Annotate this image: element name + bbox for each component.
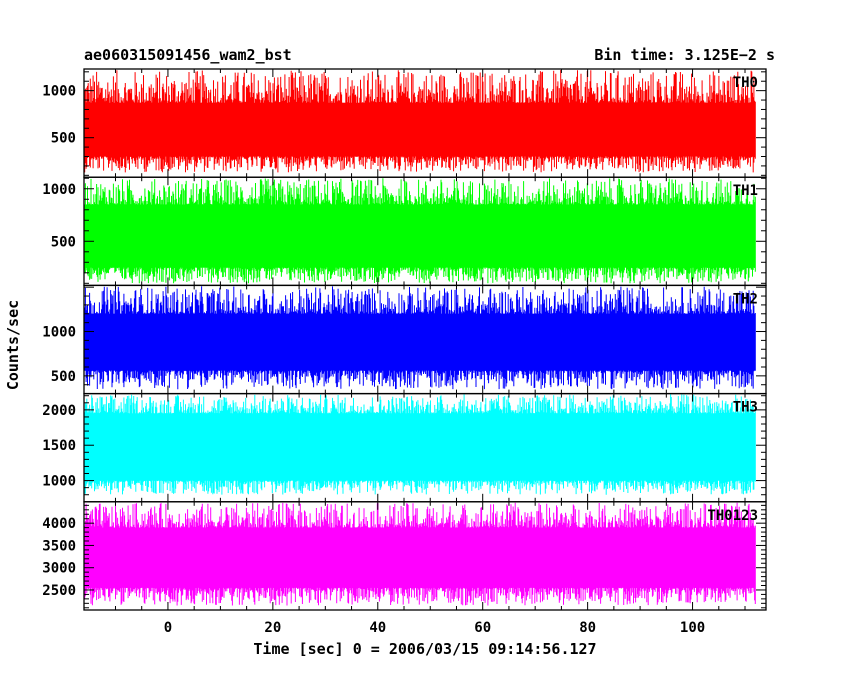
x-axis-label: Time [sec] 0 = 2006/03/15 09:14:56.127: [253, 640, 596, 658]
x-tick-label: 100: [680, 620, 705, 636]
y-tick-label: 500: [51, 131, 76, 147]
panel-th0123: TH0123 2500 3000 3500 4000: [42, 501, 767, 611]
panel-th0: TH0 500 1000: [42, 68, 767, 178]
x-tick-label: 80: [579, 620, 596, 636]
series-label: TH0: [733, 75, 758, 91]
chart-title-right: Bin time: 3.125E−2 s: [594, 46, 775, 64]
series-label: TH0123: [707, 508, 758, 524]
series-th0: [84, 70, 756, 173]
series-th2: [84, 286, 756, 390]
y-tick-label: 1000: [42, 182, 76, 198]
x-tick-label: 60: [474, 620, 491, 636]
y-axis-label: Counts/sec: [4, 300, 22, 390]
series-label: TH1: [733, 183, 758, 199]
x-tick-label: 40: [369, 620, 386, 636]
y-tick-label: 1500: [42, 438, 76, 454]
panel-frame: [83, 501, 767, 611]
y-tick-label: 500: [51, 234, 76, 250]
y-tick-label: 500: [51, 369, 76, 385]
series-th3: [84, 394, 756, 495]
y-tick-label: 3000: [42, 561, 76, 577]
series-th1: [84, 178, 756, 284]
panel-th1: TH1 500 1000: [42, 176, 767, 287]
chart-title-left: ae060315091456_wam2_bst: [84, 46, 292, 64]
x-tick-label: 0: [164, 620, 172, 636]
y-tick-label: 1000: [42, 325, 76, 341]
x-tick-label: 20: [264, 620, 281, 636]
series-label: TH3: [733, 400, 758, 416]
y-tick-label: 1000: [42, 84, 76, 100]
series-th0123: [84, 502, 756, 606]
y-tick-label: 4000: [42, 516, 76, 532]
y-tick-label: 2000: [42, 403, 76, 419]
y-tick-label: 1000: [42, 474, 76, 490]
y-tick-label: 2500: [42, 583, 76, 599]
panel-th2: TH2 500 1000: [42, 284, 767, 395]
panel-th3: TH3 1000 1500 2000: [42, 392, 767, 503]
x-axis-ticks: 0 20 40 60 80 100: [164, 620, 705, 636]
y-tick-label: 3500: [42, 538, 76, 554]
panel-stack: TH0 500 1000 TH1 500 1000 TH2 500 1000 TH3 1000 150…: [42, 68, 767, 611]
series-label: TH2: [733, 291, 758, 307]
